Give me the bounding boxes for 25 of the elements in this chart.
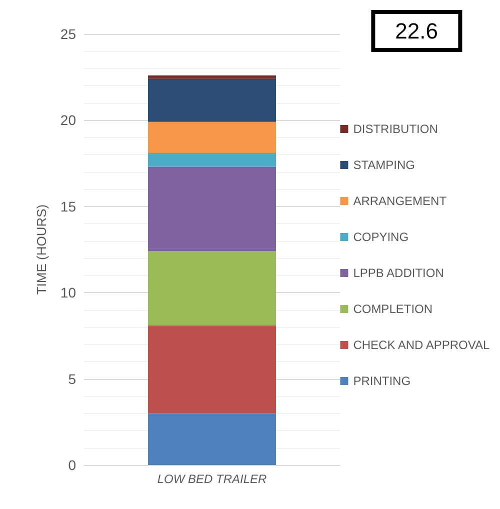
legend-label: COMPLETION bbox=[353, 302, 433, 316]
bar bbox=[148, 122, 276, 153]
y-tick-label: 20 bbox=[60, 112, 76, 128]
y-tick-label: 15 bbox=[60, 198, 76, 214]
text: 22.6 bbox=[395, 18, 438, 44]
bar bbox=[148, 413, 276, 465]
y-tick-label: 5 bbox=[68, 370, 76, 387]
bar bbox=[148, 166, 276, 252]
bar bbox=[148, 251, 276, 326]
legend-label: CHECK AND APPROVAL bbox=[353, 338, 490, 352]
y-tick-label: 0 bbox=[68, 457, 76, 473]
legend-label: STAMPING bbox=[353, 158, 415, 172]
legend-label: PRINTING bbox=[353, 374, 411, 388]
legend-label: ARRANGEMENT bbox=[353, 194, 448, 208]
bar bbox=[148, 78, 276, 122]
y-tick-label: 25 bbox=[60, 26, 76, 42]
x-tick-label: LOW BED TRAILER bbox=[157, 472, 268, 486]
bar bbox=[148, 75, 276, 79]
y-tick-label: 10 bbox=[60, 284, 76, 301]
legend-label: COPYING bbox=[353, 230, 409, 244]
legend-label: LPPB ADDITION bbox=[353, 266, 444, 280]
y-axis-title: TIME (HOURS) bbox=[34, 204, 49, 295]
legend-label: DISTRIBUTION bbox=[353, 122, 438, 136]
bar bbox=[148, 325, 276, 414]
bar bbox=[148, 152, 276, 167]
